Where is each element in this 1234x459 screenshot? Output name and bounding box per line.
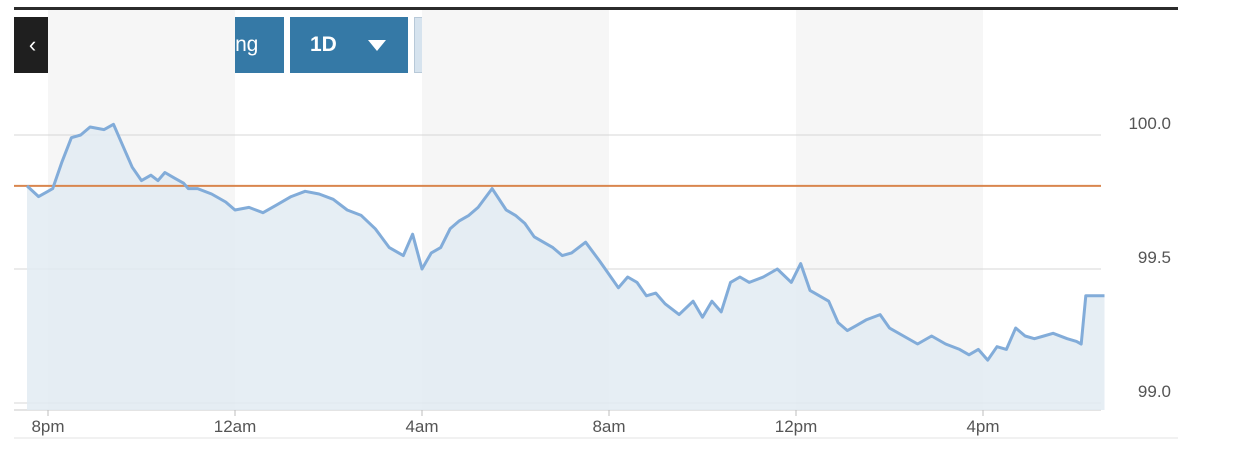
time-range-label: 1D [310,33,337,56]
x-tick-label: 8pm [31,417,64,436]
price-line [25,122,1105,362]
y-tick-label: 99.5 [1138,248,1171,267]
time-range-dropdown[interactable]: 1D [290,17,408,73]
top-rule [14,7,1178,10]
chevron-down-icon [368,39,386,51]
chevron-left-icon: ‹ [28,32,37,57]
x-tick-label: 12am [214,417,257,436]
back-button[interactable]: ‹ [14,17,51,73]
y-tick-label: 100.0 [1128,114,1171,133]
x-tick-label: 12pm [775,417,818,436]
y-tick-label: 99.0 [1138,382,1171,401]
x-tick-label: 8am [592,417,625,436]
x-tick-label: 4pm [966,417,999,436]
x-tick-label: 4am [405,417,438,436]
